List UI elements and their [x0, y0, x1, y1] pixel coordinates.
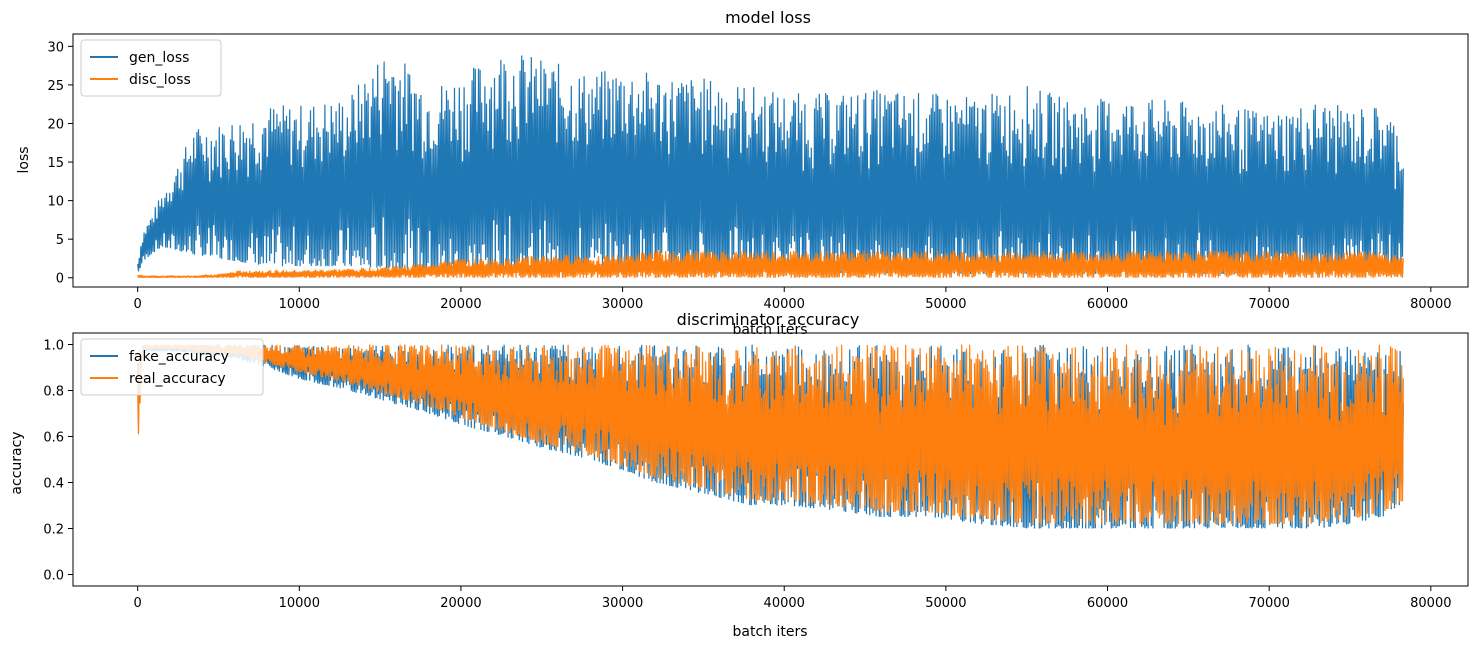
series-line-disc_loss: [137, 250, 1404, 278]
y-tick-label: 0.6: [43, 431, 64, 446]
x-axis: 0 10000 20000 30000 40000 50000 60000 70000 8000…: [134, 586, 1452, 611]
x-tick-label: 50000: [925, 297, 966, 312]
y-tick-label: 5: [56, 233, 64, 248]
series-line-gen_loss: [137, 55, 1404, 274]
series-layer: [137, 344, 1404, 529]
model-loss-axes: model loss 0 10000 20000 30000 40000 50000 600…: [16, 8, 1469, 338]
x-tick-label: 10000: [279, 297, 320, 312]
x-tick-label: 0: [134, 596, 142, 611]
x-tick-label: 30000: [602, 596, 643, 611]
x-tick-label: 0: [134, 297, 142, 312]
y-axis: 0.0 0.2 0.4 0.6 0.8 1.0: [43, 339, 73, 584]
x-tick-label: 50000: [925, 596, 966, 611]
legend: gen_loss disc_loss: [80, 39, 222, 97]
x-tick-label: 80000: [1410, 596, 1451, 611]
legend-label-disc_loss: disc_loss: [129, 72, 191, 88]
y-axis: 0 5 10 15 20 25 30: [47, 40, 73, 287]
y-tick-label: 30: [47, 40, 64, 55]
legend-label-gen_loss: gen_loss: [129, 50, 189, 66]
series-line-real_accuracy: [137, 344, 1404, 524]
x-axis: 0 10000 20000 30000 40000 50000 60000 70000 8000…: [134, 287, 1452, 312]
legend-box: [80, 338, 264, 396]
x-tick-label: 40000: [764, 297, 805, 312]
legend: fake_accuracy real_accuracy: [80, 338, 264, 396]
y-tick-label: 0: [56, 272, 64, 287]
y-tick-label: 10: [47, 195, 64, 210]
x-tick-label: 10000: [279, 596, 320, 611]
legend-box: [80, 39, 222, 97]
x-tick-label: 40000: [764, 596, 805, 611]
x-axis-label: batch iters: [732, 624, 807, 640]
y-axis-label: loss: [16, 146, 32, 173]
plot-area-frame: [72, 33, 1469, 288]
legend-label-fake_accuracy: fake_accuracy: [129, 349, 229, 365]
y-tick-label: 15: [47, 156, 64, 171]
x-tick-label: 20000: [440, 596, 481, 611]
chart-title: model loss: [725, 8, 811, 27]
series-layer: [137, 55, 1404, 278]
x-tick-label: 80000: [1410, 297, 1451, 312]
x-axis-label: batch iters: [732, 322, 807, 338]
y-axis-label: accuracy: [9, 431, 25, 494]
discriminator-accuracy-axes: discriminator accuracy 0 10000 20000 30000 4…: [9, 310, 1469, 640]
x-tick-label: 70000: [1248, 596, 1289, 611]
x-tick-label: 30000: [602, 297, 643, 312]
x-tick-label: 20000: [440, 297, 481, 312]
y-tick-label: 0.4: [43, 477, 64, 492]
x-tick-label: 70000: [1248, 297, 1289, 312]
legend-label-real_accuracy: real_accuracy: [129, 371, 226, 387]
y-tick-label: 0.0: [43, 569, 64, 584]
x-tick-label: 60000: [1087, 297, 1128, 312]
y-tick-label: 0.8: [43, 385, 64, 400]
plot-area-frame: [72, 332, 1469, 587]
y-tick-label: 1.0: [43, 339, 64, 354]
x-tick-label: 60000: [1087, 596, 1128, 611]
y-tick-label: 0.2: [43, 523, 64, 538]
chart-title: discriminator accuracy: [677, 310, 860, 329]
y-tick-label: 25: [47, 79, 64, 94]
y-tick-label: 20: [47, 117, 64, 132]
